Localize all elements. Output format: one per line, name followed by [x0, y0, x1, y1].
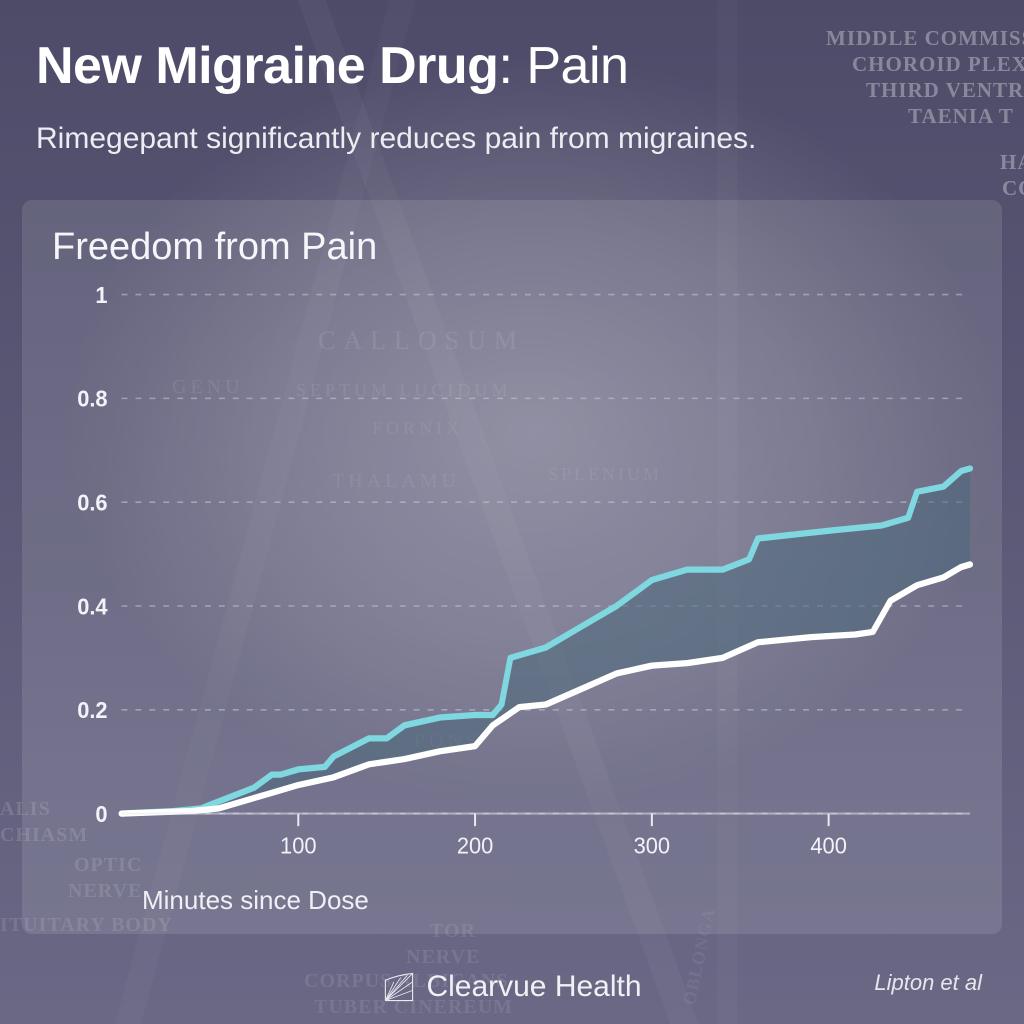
series-area-fill	[122, 468, 971, 813]
y-tick-label: 0	[95, 801, 107, 827]
y-tick-label: 0.2	[77, 698, 107, 724]
y-tick-label: 0.8	[77, 386, 107, 412]
subtitle: Rimegepant significantly reduces pain fr…	[36, 122, 988, 156]
chart-title: Freedom from Pain	[52, 226, 978, 269]
attribution: Lipton et al	[874, 970, 982, 996]
y-tick-label: 0.6	[77, 490, 107, 516]
title-bold: New Migraine Drug	[36, 37, 498, 95]
chart-area: 0 0.2 0.4 0.6 0.8 1 100 200 300 400	[46, 282, 980, 868]
x-axis-label: Minutes since Dose	[142, 885, 369, 916]
line-chart: 0 0.2 0.4 0.6 0.8 1 100 200 300 400	[46, 282, 980, 868]
header: New Migraine Drug: Pain Rimegepant signi…	[36, 36, 988, 156]
x-tick-label: 300	[634, 833, 670, 859]
brand-logo-icon	[382, 970, 416, 1004]
brand: Clearvue Health	[382, 970, 641, 1004]
x-tick-label: 400	[810, 833, 846, 859]
brand-text: Clearvue Health	[426, 970, 641, 1004]
page-title: New Migraine Drug: Pain	[36, 36, 988, 96]
x-tick-label: 100	[280, 833, 316, 859]
x-tick-label: 200	[457, 833, 493, 859]
series-line-treatment	[122, 468, 971, 813]
y-tick-label: 1	[95, 282, 107, 308]
chart-card: Freedom from Pain 0 0.2 0.4 0.6 0.8 1 100 200 30…	[22, 200, 1002, 934]
footer: Clearvue Health	[0, 970, 1024, 1004]
title-rest: : Pain	[498, 37, 628, 95]
y-tick-label: 0.4	[77, 594, 108, 620]
